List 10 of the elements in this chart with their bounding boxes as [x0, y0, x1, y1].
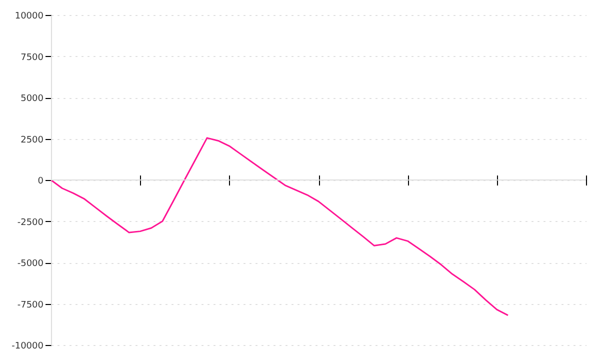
y-tick-label: 10000: [14, 12, 44, 22]
y-tick-label: -5000: [17, 259, 44, 269]
y-tick-label: 7500: [20, 52, 44, 63]
y-tick-label: -10000: [12, 342, 44, 352]
y-tick-label: -7500: [17, 300, 44, 310]
y-tick-label: 2500: [20, 135, 44, 146]
y-tick-label: -2500: [17, 218, 44, 228]
y-tick-label: 0: [38, 176, 44, 186]
line-series: [50, 137, 509, 316]
y-tick-label: 5000: [20, 94, 44, 104]
